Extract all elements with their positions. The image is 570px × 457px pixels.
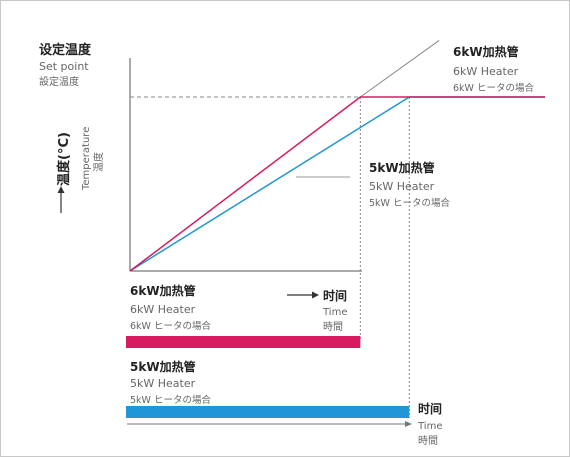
series-line-6kw [129, 96, 545, 272]
mid-time-arrowhead [312, 291, 319, 299]
bar-5kw-label-jp: 5kW ヒータの場合 [130, 394, 211, 406]
bar-6kw-label-jp: 6kW ヒータの場合 [130, 320, 211, 332]
series-5kw-label-jp: 5kW ヒータの場合 [369, 197, 450, 209]
bottom-time-label-jp: 時間 [418, 435, 438, 447]
series-6kw-label-en: 6kW Heater [453, 65, 519, 78]
setpoint-title-en: Set point [39, 60, 89, 73]
mid-time-label-en: Time [322, 307, 347, 318]
bar-5kw-label-en: 5kW Heater [130, 377, 196, 390]
bottom-time-arrowhead [405, 421, 412, 427]
mid-time-label-cn: 时间 [323, 288, 347, 303]
bottom-time-label-en: Time [417, 421, 442, 432]
bar-6kw-label-en: 6kW Heater [130, 303, 196, 316]
y-label-arrowhead [57, 186, 65, 193]
bar-5kw [126, 406, 410, 418]
series-6kw-label-jp: 6kW ヒータの場合 [453, 82, 534, 94]
y-label-en: Temperature [81, 127, 92, 191]
series-line-5kw [129, 96, 545, 272]
y-label-cn: 温度(°C) [56, 132, 72, 186]
setpoint-title-cn: 设定温度 [39, 42, 92, 58]
bottom-time-label-cn: 时间 [418, 401, 442, 416]
y-label-jp: 温度 [92, 152, 105, 172]
series-6kw-label-cn: 6kW加热管 [453, 44, 519, 59]
series-5kw-label-en: 5kW Heater [369, 180, 435, 193]
bar-6kw-label-cn: 6kW加热管 [130, 283, 196, 298]
setpoint-title-jp: 設定温度 [39, 75, 79, 88]
6kw-overshoot-line [360, 40, 440, 98]
mid-time-label-jp: 時間 [323, 321, 343, 333]
series-5kw-label-cn: 5kW加热管 [369, 160, 435, 175]
bar-5kw-label-cn: 5kW加热管 [130, 359, 196, 374]
bar-6kw [126, 336, 361, 348]
